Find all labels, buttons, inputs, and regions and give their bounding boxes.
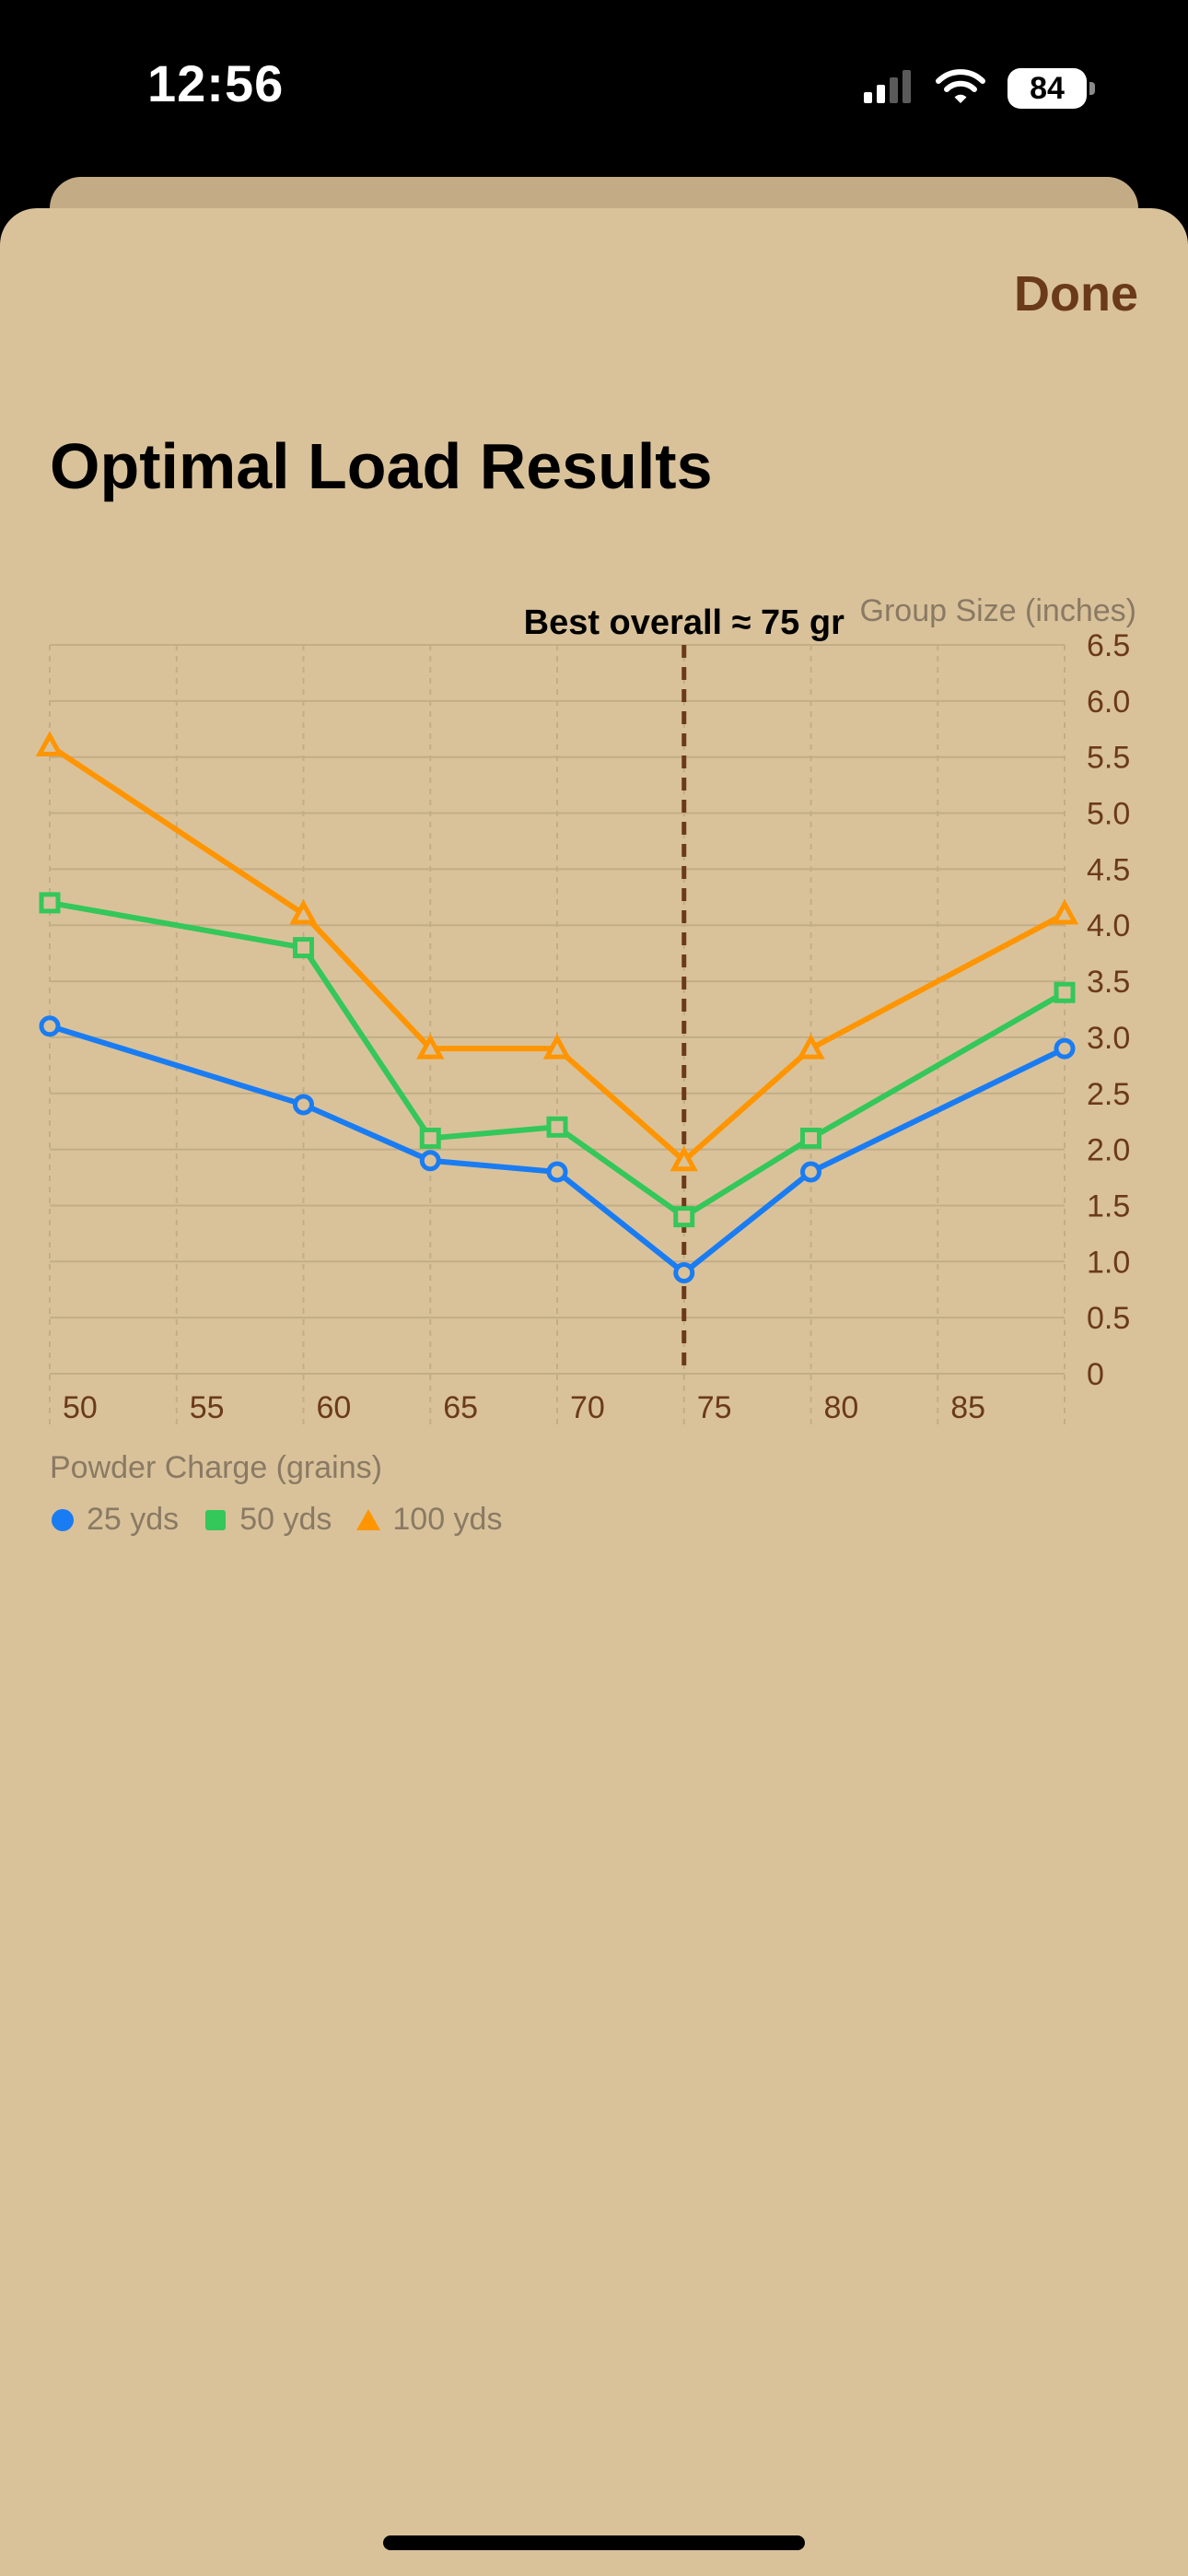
- data-point-25-yds: [673, 1261, 695, 1283]
- legend-label: 50 yds: [239, 1502, 332, 1537]
- data-point-50-yds: [546, 1116, 568, 1138]
- y-tick-label: 2.0: [1087, 1133, 1130, 1168]
- y-axis-title: Group Size (inches): [860, 593, 1136, 628]
- legend-label: 25 yds: [87, 1502, 180, 1537]
- data-point-50-yds: [1054, 981, 1076, 1003]
- data-point-100-yds: [797, 1033, 825, 1060]
- x-tick-label: 80: [824, 1390, 859, 1425]
- data-point-100-yds: [670, 1145, 698, 1172]
- data-point-25-yds: [1054, 1037, 1076, 1060]
- x-tick-label: 50: [63, 1390, 98, 1425]
- y-tick-label: 6.5: [1087, 628, 1130, 663]
- data-point-25-yds: [800, 1161, 821, 1183]
- data-point-50-yds: [800, 1127, 821, 1149]
- y-tick-label: 2.5: [1087, 1077, 1130, 1112]
- legend-item: 50 yds: [203, 1502, 332, 1538]
- status-bar: 12:56 84: [0, 0, 1188, 175]
- best-load-label: Best overall ≈ 75 gr: [524, 603, 844, 642]
- status-icons: 84: [862, 63, 1095, 114]
- x-tick-label: 55: [190, 1390, 225, 1425]
- data-point-100-yds: [289, 898, 318, 925]
- y-tick-label: 3.0: [1087, 1021, 1130, 1056]
- y-tick-label: 0: [1087, 1357, 1104, 1392]
- status-time: 12:56: [147, 54, 285, 112]
- page-title: Optimal Load Results: [50, 430, 713, 502]
- wifi-icon: [936, 68, 985, 110]
- data-point-25-yds: [546, 1161, 568, 1183]
- cellular-signal-icon: [862, 68, 914, 110]
- x-axis-title: Powder Charge (grains): [50, 1450, 382, 1485]
- results-sheet: Done Optimal Load Results 0 0.5 1.0 1.5 2.0 2…: [0, 208, 1188, 2576]
- legend-item: 25 yds: [50, 1502, 179, 1538]
- data-point-50-yds: [673, 1206, 695, 1228]
- y-tick-label: 5.5: [1087, 741, 1130, 776]
- y-tick-label: 4.0: [1087, 908, 1130, 943]
- battery-tip: [1089, 82, 1095, 95]
- x-tick-label: 70: [570, 1390, 605, 1425]
- circle-icon: [52, 1508, 74, 1531]
- y-tick-label: 4.5: [1087, 852, 1130, 887]
- triangle-icon: [356, 1508, 381, 1530]
- y-tick-label: 1.0: [1087, 1245, 1130, 1280]
- y-tick-label: 0.5: [1087, 1301, 1130, 1336]
- data-point-50-yds: [39, 892, 61, 914]
- data-point-100-yds: [542, 1033, 572, 1060]
- x-tick-label: 60: [317, 1390, 352, 1425]
- data-point-100-yds: [416, 1033, 445, 1060]
- data-point-25-yds: [293, 1094, 314, 1116]
- data-point-100-yds: [1050, 898, 1079, 925]
- battery-icon: 84: [1007, 68, 1095, 109]
- x-tick-label: 75: [697, 1390, 732, 1425]
- data-point-25-yds: [419, 1150, 441, 1172]
- data-point-25-yds: [39, 1015, 61, 1037]
- y-tick-label: 6.0: [1087, 685, 1130, 720]
- data-point-100-yds: [35, 731, 64, 757]
- data-point-50-yds: [293, 937, 314, 959]
- legend-label: 100 yds: [392, 1502, 503, 1537]
- y-tick-label: 3.5: [1087, 965, 1130, 1000]
- group-size-chart: 0 0.5 1.0 1.5 2.0 2.5 3.0 3.5 4.0 4.5 5.0 5.5 6.0 6.5…: [35, 593, 1136, 1429]
- chart-legend: 25 yds 50 yds 100 yds: [50, 1502, 502, 1538]
- legend-item: 100 yds: [355, 1502, 502, 1538]
- y-tick-label: 5.0: [1087, 797, 1130, 832]
- data-point-50-yds: [419, 1127, 441, 1149]
- done-button[interactable]: Done: [1014, 266, 1138, 322]
- x-tick-label: 65: [443, 1390, 478, 1425]
- battery-level: 84: [1030, 70, 1065, 106]
- home-indicator[interactable]: [383, 2535, 805, 2550]
- y-tick-label: 1.5: [1087, 1188, 1130, 1224]
- x-tick-label: 85: [950, 1390, 985, 1425]
- square-icon: [205, 1509, 227, 1530]
